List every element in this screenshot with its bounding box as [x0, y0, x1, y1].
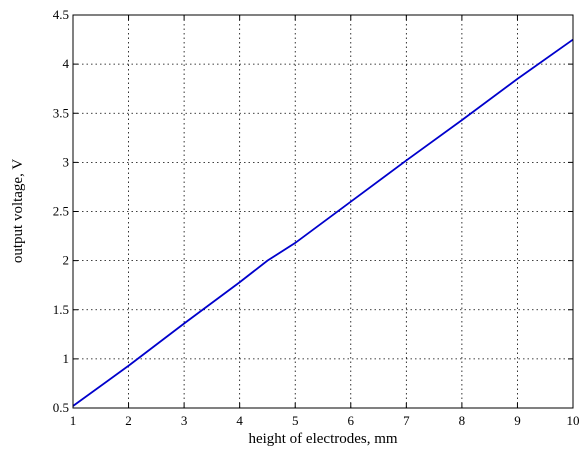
series-layer — [72, 38, 574, 407]
x-tick-label: 2 — [125, 413, 132, 428]
x-axis-label: height of electrodes, mm — [248, 431, 397, 447]
x-tick-label: 9 — [514, 413, 521, 428]
y-tick-label: 3.5 — [53, 105, 69, 120]
y-tick-label: 0.5 — [53, 400, 69, 415]
y-tick-label: 4.5 — [53, 7, 69, 22]
x-tick-label: 1 — [70, 413, 77, 428]
grid — [73, 15, 573, 408]
y-tick-label: 3 — [63, 154, 70, 169]
y-tick-label: 2 — [63, 253, 70, 268]
x-tick-label: 10 — [567, 413, 580, 428]
x-tick-labels: 1 2 3 4 5 6 7 8 9 10 — [70, 413, 580, 428]
series-line — [72, 38, 574, 407]
y-tick-label: 2.5 — [53, 204, 69, 219]
plot-frame — [72, 14, 574, 409]
y-tick-label: 1.5 — [53, 302, 69, 317]
y-axis-label: output voltage, V — [10, 159, 26, 263]
x-tick-label: 6 — [348, 413, 355, 428]
x-tick-label: 8 — [459, 413, 466, 428]
y-tick-labels: 0.5 1 1.5 2 2.5 3 3.5 4 4.5 — [53, 7, 70, 415]
x-tick-label: 5 — [292, 413, 299, 428]
y-tick-label: 4 — [63, 56, 70, 71]
x-tick-label: 3 — [181, 413, 188, 428]
y-tick-label: 1 — [63, 351, 70, 366]
ticks — [72, 14, 574, 409]
x-tick-label: 4 — [236, 413, 243, 428]
x-tick-label: 7 — [403, 413, 410, 428]
